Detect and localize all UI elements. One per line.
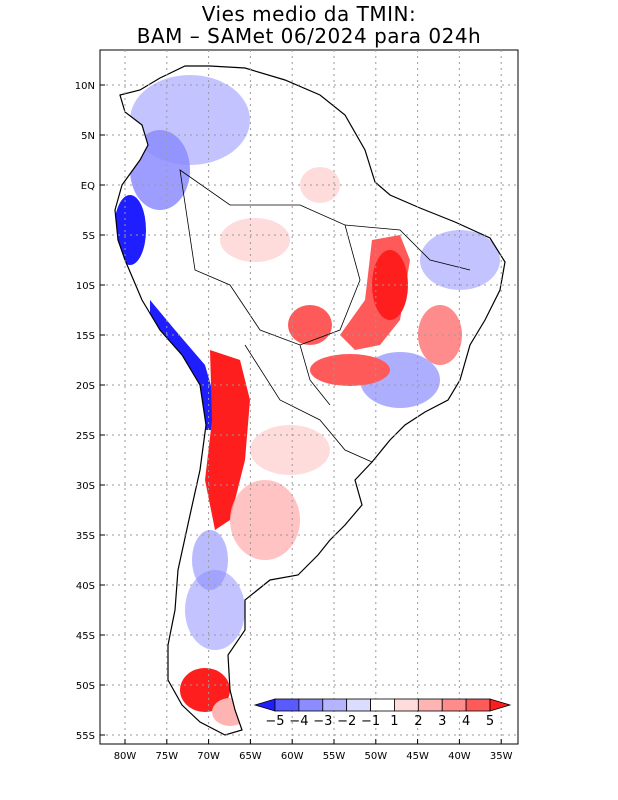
lon-label: 60W bbox=[281, 751, 304, 762]
cold-bias-patch bbox=[185, 570, 245, 650]
warm-bias-patch bbox=[180, 668, 230, 712]
colorbar-box bbox=[417, 698, 443, 712]
warm-bias-patch bbox=[288, 305, 332, 345]
colorbar-label: 1 bbox=[390, 714, 398, 729]
lon-label: 40W bbox=[448, 751, 471, 762]
colorbar-label: 5 bbox=[486, 714, 494, 729]
colorbar-box bbox=[346, 698, 371, 712]
lat-label: 45S bbox=[76, 631, 95, 642]
country-borders bbox=[244, 344, 373, 463]
lat-label: 40S bbox=[76, 581, 95, 592]
lon-label: 35W bbox=[490, 751, 513, 762]
lat-label: EQ bbox=[81, 181, 95, 192]
lon-label: 65W bbox=[239, 751, 262, 762]
lat-label: 20S bbox=[76, 381, 95, 392]
country-borders bbox=[299, 344, 331, 406]
lat-label: 5N bbox=[81, 131, 95, 142]
cold-bias-patch bbox=[192, 530, 228, 590]
lat-label: 25S bbox=[76, 431, 95, 442]
lon-label: 55W bbox=[323, 751, 346, 762]
lon-label: 75W bbox=[155, 751, 178, 762]
colorbar-label: 4 bbox=[462, 714, 470, 729]
country-borders bbox=[344, 224, 471, 271]
lon-label: 45W bbox=[406, 751, 429, 762]
lat-label: 50S bbox=[76, 681, 95, 692]
map-title-line2: BAM – SAMet 06/2024 para 024h bbox=[136, 24, 482, 48]
bias-field bbox=[114, 65, 506, 736]
colorbar-box bbox=[441, 698, 467, 712]
colorbar-box bbox=[370, 698, 395, 712]
lon-label: 80W bbox=[114, 751, 137, 762]
lon-label: 70W bbox=[197, 751, 220, 762]
colorbar-box bbox=[322, 698, 348, 712]
lat-label: 35S bbox=[76, 531, 95, 542]
warm-bias-patch bbox=[310, 354, 390, 386]
lat-label: 55S bbox=[76, 731, 95, 742]
country-borders bbox=[179, 169, 361, 346]
cold-bias-patch bbox=[115, 195, 146, 265]
colorbar-box bbox=[394, 698, 419, 712]
colorbar: −5 −4 −3 −2 −1 1 2 3 4 5 bbox=[253, 698, 512, 729]
colorbar-box bbox=[274, 698, 300, 712]
colorbar-label: −1 bbox=[361, 714, 380, 729]
warm-bias-patch bbox=[372, 250, 408, 320]
cold-bias-patch bbox=[420, 230, 500, 290]
colorbar-arrow-high bbox=[489, 698, 512, 712]
longitude-labels: 80W 75W 70W 65W 60W 55W 50W 45W 40W 35W bbox=[114, 739, 513, 762]
colorbar-box bbox=[465, 698, 491, 712]
lon-label: 50W bbox=[364, 751, 387, 762]
lat-label: 10S bbox=[76, 281, 95, 292]
colorbar-label: −5 bbox=[265, 714, 284, 729]
colorbar-label: 2 bbox=[414, 714, 422, 729]
latitude-labels: 10N 5N EQ 5S 10S 15S 20S 25S 30S 35S 40S 45S 50S 55S bbox=[75, 81, 105, 742]
lat-label: 5S bbox=[82, 231, 95, 242]
lat-label: 10N bbox=[75, 81, 95, 92]
warm-bias-patch bbox=[300, 167, 340, 203]
colorbar-label: −2 bbox=[337, 714, 356, 729]
warm-bias-patch bbox=[250, 425, 330, 475]
colorbar-label: 3 bbox=[438, 714, 446, 729]
warm-bias-patch bbox=[230, 480, 300, 560]
colorbar-label: −3 bbox=[313, 714, 332, 729]
warm-bias-patch bbox=[418, 305, 462, 365]
map-title-line1: Vies medio da TMIN: bbox=[201, 2, 417, 26]
colorbar-box bbox=[298, 698, 324, 712]
lat-label: 30S bbox=[76, 481, 95, 492]
lat-label: 15S bbox=[76, 331, 95, 342]
graticule bbox=[100, 50, 518, 744]
warm-bias-patch bbox=[220, 218, 290, 262]
colorbar-label: −4 bbox=[289, 714, 308, 729]
